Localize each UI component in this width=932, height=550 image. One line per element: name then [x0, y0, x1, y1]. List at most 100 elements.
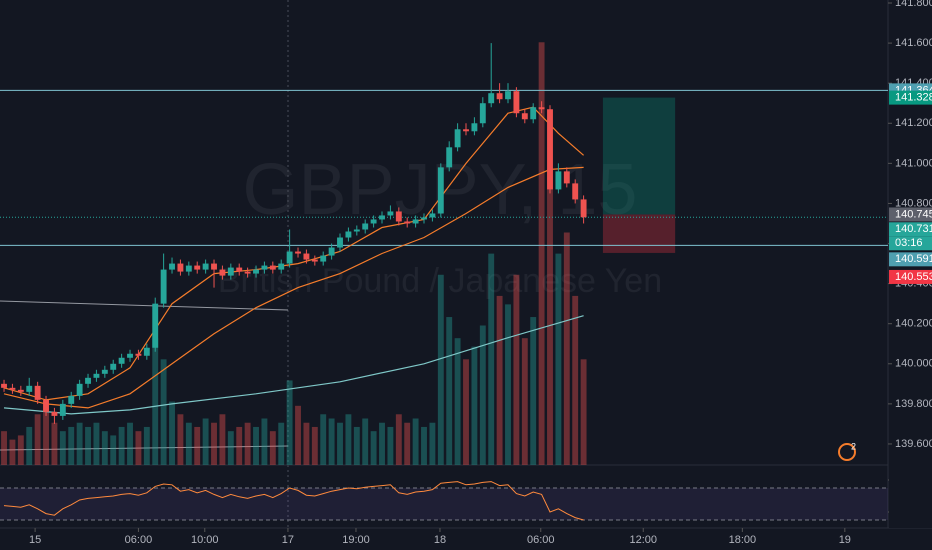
volume-bar [437, 274, 444, 465]
volume-bar [303, 422, 310, 465]
candle-body [9, 387, 16, 390]
candle-body [202, 263, 209, 270]
volume-bar [261, 418, 268, 465]
candle-body [580, 199, 587, 218]
candle-body [353, 229, 360, 232]
volume-bar [337, 422, 343, 465]
alert-count: 2 [851, 441, 856, 451]
candle-body [303, 253, 310, 260]
candle-body [479, 103, 486, 124]
x-tick-label: 18 [434, 534, 446, 546]
candle-body [362, 223, 369, 230]
volume-bar [421, 426, 427, 465]
candle-body [295, 251, 301, 254]
x-tick-label: 19 [839, 534, 851, 546]
candle-body [547, 109, 553, 190]
x-tick-label: 06:00 [527, 534, 555, 546]
volume-bar [555, 253, 562, 465]
candle-body [513, 91, 520, 114]
volume-bar [26, 426, 33, 465]
candle-body [463, 129, 469, 132]
candle-body [412, 219, 419, 224]
candle-body [227, 267, 234, 276]
x-tick-label: 17 [282, 534, 294, 546]
volume-bar [278, 422, 285, 465]
candle-body [93, 373, 100, 378]
entry-tag: 140.745 [895, 208, 932, 220]
volume-bar [286, 380, 293, 465]
volume-bar [521, 338, 528, 465]
volume-bar [580, 359, 587, 465]
volume-bar [404, 422, 411, 465]
candle-body [101, 369, 108, 374]
volume-bar [362, 418, 369, 465]
candle-body [421, 217, 427, 220]
x-tick-label: 19:00 [342, 534, 370, 546]
candle-body [261, 265, 268, 270]
rsi-line [3, 481, 584, 521]
volume-bar [353, 426, 360, 465]
candle-body [152, 303, 159, 348]
x-tick-label: 18:00 [729, 534, 757, 546]
candle-body [404, 221, 411, 224]
candle-body [337, 237, 343, 248]
volume-bar [68, 426, 75, 465]
y-tick-label: 140.000 [895, 358, 932, 370]
candle-body [160, 269, 167, 304]
volume-bar [152, 338, 159, 465]
volume-bar [110, 435, 117, 465]
volume-bar [429, 422, 436, 465]
candle-body [538, 107, 545, 110]
candle-body [320, 255, 327, 262]
trend-line [0, 445, 289, 451]
volume-bar [320, 414, 327, 465]
volume-bar [194, 426, 201, 465]
countdown-tag: 03:16 [895, 237, 923, 249]
volume-bar [513, 274, 520, 465]
rsi-band [0, 488, 888, 520]
x-tick-label: 15 [29, 534, 41, 546]
volume-bar [530, 317, 537, 465]
candle-body [311, 259, 318, 262]
moving-average [3, 166, 584, 409]
candle-body [530, 107, 537, 120]
volume-bar [471, 346, 478, 465]
candle-body [169, 263, 175, 270]
volume-bar [236, 426, 243, 465]
candle-body [278, 263, 285, 270]
volume-bar [395, 414, 402, 465]
candle-body [118, 357, 125, 364]
x-tick-label: 12:00 [629, 534, 657, 546]
volume-bar [505, 304, 511, 465]
candle-body [236, 267, 243, 272]
candle-body [185, 265, 192, 272]
volume-bar [43, 401, 49, 465]
volume-bar [9, 439, 16, 465]
volume-bar [185, 422, 192, 465]
candle-body [454, 129, 461, 148]
last-price-tag: 140.731 [895, 223, 932, 235]
candle-body [395, 211, 402, 222]
stop-tag: 140.553 [895, 271, 932, 283]
x-tick-label: 10:00 [191, 534, 219, 546]
candle-body [563, 171, 570, 184]
volume-bar [496, 295, 503, 465]
candle-body [68, 395, 75, 404]
candle-body [110, 363, 117, 370]
volume-bar [160, 359, 167, 465]
candle-body [286, 251, 293, 264]
alert-icon[interactable] [838, 443, 856, 461]
volume-bar [143, 426, 150, 465]
candle-body [1, 383, 7, 388]
candle-body [446, 147, 453, 168]
candle-body [211, 263, 217, 270]
candle-body [555, 171, 562, 190]
candle-body [219, 269, 226, 276]
volume-bar [563, 232, 570, 465]
volume-bar [17, 435, 24, 465]
candle-body [127, 353, 133, 358]
volume-bar [379, 422, 385, 465]
volume-bar [387, 426, 394, 465]
